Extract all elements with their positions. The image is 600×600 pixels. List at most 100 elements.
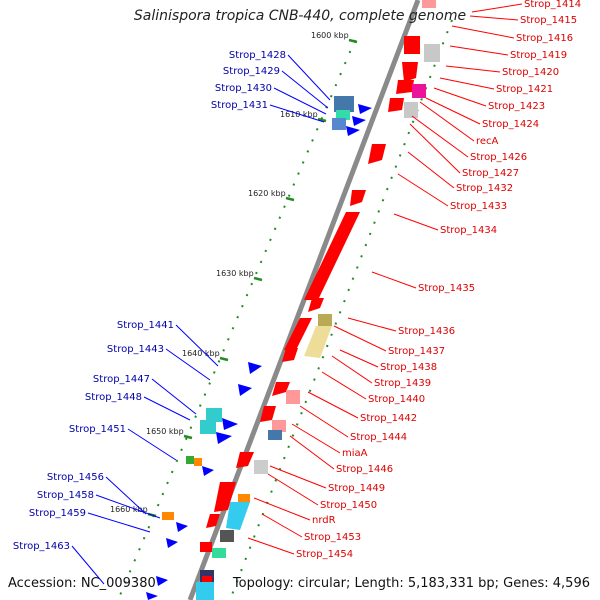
gene-label-left: Strop_1431	[211, 100, 268, 111]
left-leader-line	[165, 348, 211, 381]
gene-label-right: Strop_1419	[510, 50, 567, 61]
right-leader-line	[331, 355, 373, 384]
gene-label-left: Strop_1456	[47, 472, 104, 483]
right-leader-line	[409, 123, 461, 174]
gene-label-right: Strop_1453	[304, 532, 361, 543]
gene-label-left: Strop_1451	[69, 424, 126, 435]
gene-label-right: Strop_1424	[482, 119, 539, 130]
gene-label-left: Strop_1428	[229, 50, 286, 61]
accession-text: Accession: NC_009380	[8, 576, 156, 591]
left-leader-line	[287, 54, 331, 101]
right-leader-line	[267, 473, 319, 506]
gene-label-left: Strop_1447	[93, 374, 150, 385]
right-leader-line	[471, 3, 523, 13]
right-leader-line	[397, 173, 449, 207]
left-leader-line	[273, 87, 327, 115]
gene-label-right: Strop_1450	[320, 500, 377, 511]
gene-label-right: Strop_1444	[350, 432, 407, 443]
left-leader-line	[87, 512, 151, 533]
right-leader-line	[451, 25, 515, 39]
right-leader-line	[449, 45, 509, 56]
gene-label-right: Strop_1442	[360, 413, 417, 424]
kbp-tick-label: 1650 kbp	[146, 427, 184, 436]
gene-label-right: Strop_1423	[488, 101, 545, 112]
gene-label-right: Strop_1434	[440, 225, 497, 236]
gene-label-right: Strop_1432	[456, 183, 513, 194]
gene-label-right: Strop_1454	[296, 549, 353, 560]
right-leader-line	[253, 497, 311, 521]
gene-label-right: Strop_1446	[336, 464, 393, 475]
gene-label-right: Strop_1415	[520, 15, 577, 26]
left-leader-line	[175, 324, 219, 367]
kbp-tick-mark	[285, 196, 295, 202]
kbp-tick-mark	[348, 38, 358, 44]
left-leader-line	[151, 378, 197, 415]
right-leader-line	[433, 87, 487, 107]
gene-label-right: Strop_1414	[524, 0, 581, 10]
left-leader-line	[269, 104, 325, 123]
gene-label-left: Strop_1443	[107, 344, 164, 355]
gene-label-right: Strop_1421	[496, 84, 553, 95]
gene-label-right: Strop_1440	[368, 394, 425, 405]
gene-label-left: Strop_1429	[223, 66, 280, 77]
right-leader-line	[407, 151, 455, 189]
map-title: Salinispora tropica CNB-440, complete ge…	[133, 8, 467, 24]
kbp-tick-mark	[219, 356, 229, 362]
kbp-tick-label: 1600 kbp	[311, 31, 349, 40]
gene-label-right: Strop_1416	[516, 33, 573, 44]
gene-label-left: Strop_1430	[215, 83, 272, 94]
right-leader-line	[419, 101, 475, 142]
left-leader-line	[281, 70, 329, 109]
right-leader-line	[321, 371, 367, 400]
kbp-tick-label: 1620 kbp	[248, 189, 286, 198]
kbp-tick-label: 1630 kbp	[216, 269, 254, 278]
right-leader-line	[307, 391, 359, 419]
kbp-tick-label: 1660 kbp	[110, 505, 148, 514]
right-leader-line	[425, 97, 481, 125]
left-leader-lines	[71, 54, 331, 585]
right-leader-line	[261, 513, 303, 538]
gene-label-right: Strop_1426	[470, 152, 527, 163]
right-leader-lines	[247, 3, 523, 555]
kbp-tick-label: 1640 kbp	[182, 349, 220, 358]
right-leader-line	[411, 115, 469, 158]
gene-label-left: Strop_1463	[13, 541, 70, 552]
gene-label-right: Strop_1433	[450, 201, 507, 212]
left-leader-line	[71, 545, 105, 585]
gene-label-right: Strop_1439	[374, 378, 431, 389]
topology-text: Topology: circular; Length: 5,183,331 bp…	[232, 576, 590, 591]
gene-label-right: Strop_1436	[398, 326, 455, 337]
kbp-tick-mark	[317, 117, 327, 123]
gene-label-right: Strop_1438	[380, 362, 437, 373]
right-gene-labels: Strop_1414 Strop_1415 Strop_1416 Strop_1419…	[296, 0, 581, 560]
kbp-tick-mark	[253, 276, 263, 282]
gene-label-left: Strop_1459	[29, 508, 86, 519]
left-leader-line	[95, 494, 161, 519]
gene-features-reverse	[196, 0, 440, 600]
left-gene-labels: Strop_1428 Strop_1429 Strop_1430 Strop_1431…	[13, 50, 286, 552]
right-leader-line	[469, 15, 519, 21]
gene-label-right: nrdR	[312, 515, 336, 526]
right-leader-line	[247, 537, 295, 555]
gene-label-left: Strop_1448	[85, 392, 142, 403]
gene-features-forward	[146, 96, 372, 600]
gene-label-right: miaA	[342, 448, 368, 459]
right-leader-line	[371, 271, 417, 289]
right-leader-line	[393, 213, 439, 231]
right-leader-line	[289, 435, 335, 470]
right-leader-line	[269, 465, 327, 489]
right-leader-line	[347, 317, 397, 332]
gene-label-right: Strop_1449	[328, 483, 385, 494]
left-leader-line	[143, 396, 191, 421]
left-leader-line	[127, 428, 177, 461]
kbp-tick-mark	[183, 434, 193, 440]
right-leader-line	[339, 349, 379, 368]
gene-label-left: Strop_1441	[117, 320, 174, 331]
right-leader-line	[439, 77, 495, 90]
gene-label-right: Strop_1435	[418, 283, 475, 294]
gene-label-right: Strop_1437	[388, 346, 445, 357]
right-leader-line	[291, 423, 341, 454]
right-leader-line	[299, 405, 349, 438]
gene-label-right: Strop_1420	[502, 67, 559, 78]
